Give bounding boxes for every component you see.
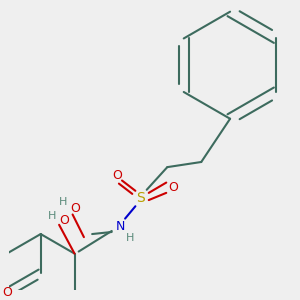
Text: H: H bbox=[59, 197, 68, 207]
Text: H: H bbox=[126, 233, 134, 243]
Text: N: N bbox=[115, 220, 124, 233]
Text: S: S bbox=[136, 191, 145, 205]
Text: H: H bbox=[48, 211, 56, 220]
Text: O: O bbox=[2, 286, 12, 299]
Text: O: O bbox=[112, 169, 122, 182]
Text: O: O bbox=[59, 214, 69, 227]
Text: O: O bbox=[169, 181, 178, 194]
Text: O: O bbox=[71, 202, 81, 215]
